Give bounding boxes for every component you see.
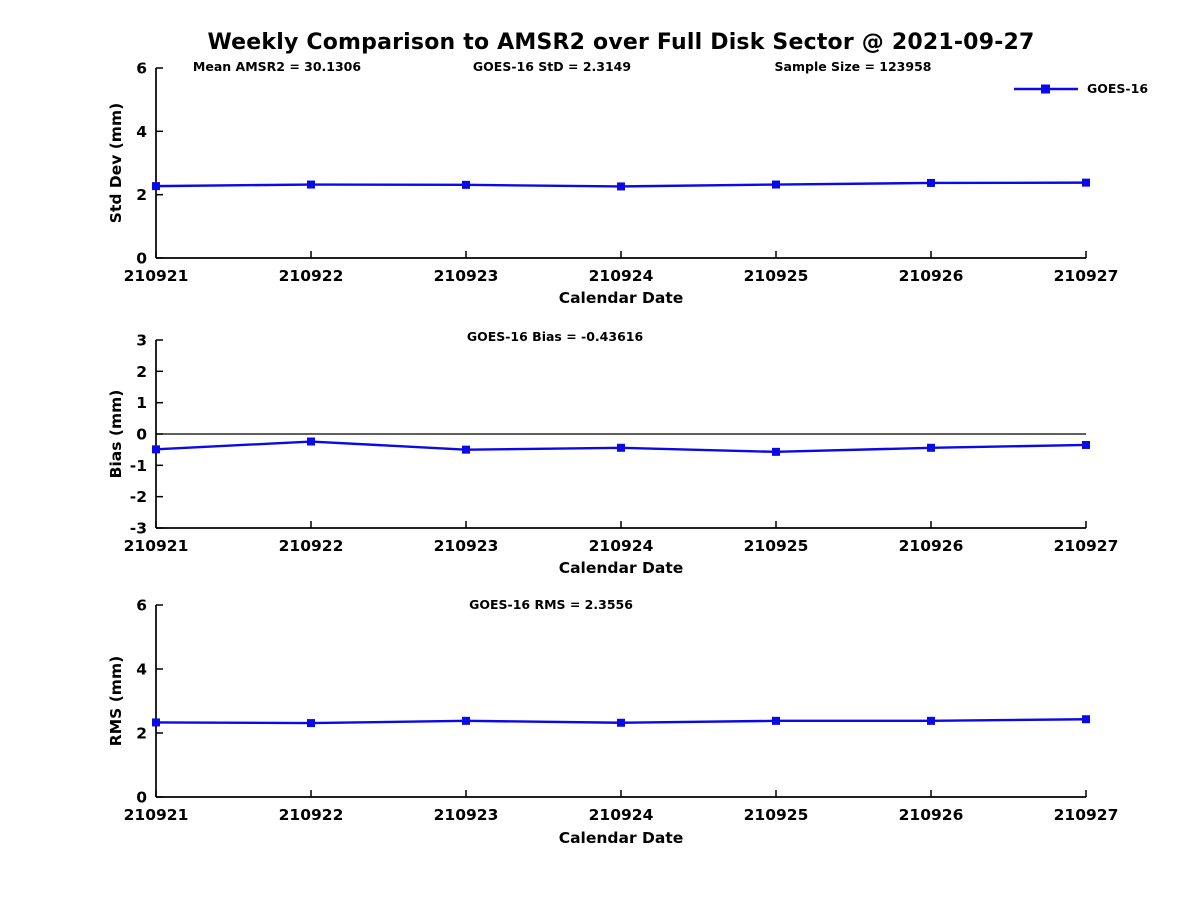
rms-x-axis-label: Calendar Date	[559, 829, 684, 847]
std-dev-data-point-marker	[1082, 178, 1090, 187]
rms-x-tick-label: 210927	[1054, 806, 1119, 824]
rms-annotation: GOES-16 RMS = 2.3556	[469, 597, 633, 612]
std-dev-x-tick-label: 210921	[124, 267, 189, 285]
bias-y-tick-label: -2	[130, 488, 147, 506]
bias-data-point-marker	[307, 437, 315, 446]
std-dev-y-tick-label: 6	[136, 60, 147, 78]
rms-y-axis-label: RMS (mm)	[107, 656, 125, 746]
bias-data-point-marker	[927, 443, 935, 452]
rms-y-tick-label: 4	[136, 661, 147, 679]
std-dev-x-tick-label: 210922	[279, 267, 344, 285]
bias-y-tick-label: 0	[136, 426, 147, 444]
bias-data-point-marker	[772, 447, 780, 456]
bias-y-tick-label: 3	[136, 332, 147, 350]
rms-x-tick-label: 210925	[744, 806, 809, 824]
rms-x-tick-label: 210923	[434, 806, 499, 824]
rms-y-tick-label: 6	[136, 597, 147, 615]
bias-data-point-marker	[617, 443, 625, 452]
std-dev-y-axis-label: Std Dev (mm)	[107, 103, 125, 223]
std-dev-annotation: GOES-16 StD = 2.3149	[473, 59, 631, 74]
rms-y-tick-label: 0	[136, 789, 147, 807]
bias-x-tick-label: 210923	[434, 537, 499, 555]
bias-x-tick-label: 210922	[279, 537, 344, 555]
std-dev-data-point-marker	[152, 182, 160, 191]
bias-y-tick-label: 1	[136, 394, 147, 412]
rms-data-point-marker	[462, 716, 470, 725]
bias-x-axis-label: Calendar Date	[559, 559, 684, 577]
figure-title: Weekly Comparison to AMSR2 over Full Dis…	[207, 30, 1035, 55]
std-dev-x-tick-label: 210927	[1054, 267, 1119, 285]
std-dev-data-point-marker	[772, 180, 780, 189]
bias-data-point-marker	[1082, 440, 1090, 449]
std-dev-data-point-marker	[617, 182, 625, 191]
bias-annotation: GOES-16 Bias = -0.43616	[467, 329, 644, 344]
std-dev-y-tick-label: 4	[136, 123, 147, 141]
rms-x-tick-label: 210924	[589, 806, 654, 824]
std-dev-y-tick-label: 2	[136, 186, 147, 204]
std-dev-x-tick-label: 210925	[744, 267, 809, 285]
std-dev-x-tick-label: 210926	[899, 267, 964, 285]
legend: GOES-16	[1013, 81, 1148, 96]
std-dev-x-axis-label: Calendar Date	[559, 289, 684, 307]
std-dev-x-tick-label: 210924	[589, 267, 654, 285]
bias-x-tick-label: 210927	[1054, 537, 1119, 555]
std-dev-y-tick-label: 0	[136, 250, 147, 268]
rms-data-point-marker	[152, 718, 160, 727]
bias-x-tick-label: 210925	[744, 537, 809, 555]
std-dev-annotation: Sample Size = 123958	[775, 59, 932, 74]
rms-data-point-marker	[1082, 715, 1090, 724]
rms-x-tick-label: 210926	[899, 806, 964, 824]
rms-y-tick-label: 2	[136, 725, 147, 743]
std-dev-x-tick-label: 210923	[434, 267, 499, 285]
bias-y-tick-label: -3	[130, 520, 147, 538]
bias-y-tick-label: -1	[130, 457, 147, 475]
bias-data-point-marker	[462, 445, 470, 454]
rms-data-point-marker	[307, 719, 315, 728]
bias-x-tick-label: 210921	[124, 537, 189, 555]
rms-data-point-marker	[617, 718, 625, 727]
bias-x-tick-label: 210924	[589, 537, 654, 555]
legend-entry-label: GOES-16	[1087, 81, 1149, 96]
rms-x-tick-label: 210922	[279, 806, 344, 824]
bias-y-axis-label: Bias (mm)	[107, 390, 125, 479]
rms-x-tick-label: 210921	[124, 806, 189, 824]
bias-y-tick-label: 2	[136, 363, 147, 381]
rms-data-point-marker	[772, 716, 780, 725]
std-dev-data-point-marker	[927, 178, 935, 187]
bias-data-point-marker	[152, 445, 160, 454]
std-dev-data-point-marker	[462, 180, 470, 189]
bias-x-tick-label: 210926	[899, 537, 964, 555]
std-dev-annotation: Mean AMSR2 = 30.1306	[193, 59, 361, 74]
std-dev-data-point-marker	[307, 180, 315, 189]
rms-data-point-marker	[927, 716, 935, 725]
legend-line-sample-icon	[1014, 84, 1078, 93]
